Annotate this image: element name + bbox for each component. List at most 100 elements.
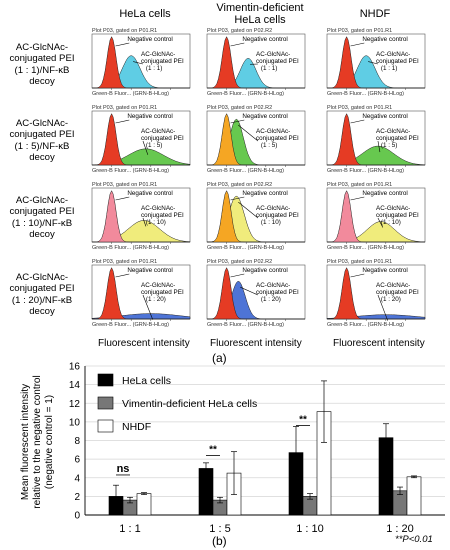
annotation-arrow (377, 294, 389, 321)
negative-control-histogram (92, 36, 190, 89)
ratio-label: (1 : 10) (261, 219, 281, 226)
annotation-arrow (350, 119, 365, 124)
annotation-arrow (377, 217, 384, 228)
annotation-arrow (350, 42, 365, 47)
conjugate-label-line1: AC-GlcNAc- (376, 128, 410, 135)
y-tick-label: 14 (69, 380, 81, 391)
row-label-line: (1 : 20)/NF-κB (11, 294, 73, 306)
annotation-arrow (133, 61, 144, 65)
histogram-panel: Plot P03, gated on P02.R2 Green-B Fluor..… (206, 28, 306, 97)
conjugate-label-line1: AC-GlcNAc- (141, 205, 175, 212)
column-title-vimentin-line1: Vimentin-deficient (216, 2, 304, 14)
y-axis-label-line: relative to the negative control (32, 375, 43, 508)
negative-control-histogram (207, 36, 305, 89)
y-tick-label: 8 (74, 436, 80, 447)
negative-control-histogram (207, 113, 305, 166)
y-axis-label-line: Mean fluorescent intensity (20, 384, 31, 500)
p-value-note: **P<0.01 (395, 534, 433, 545)
annotation-arrow (230, 273, 245, 278)
negative-control-label: Negative control (242, 36, 288, 43)
ratio-label: (1 : 1) (146, 65, 162, 72)
conjugate-label-line2: conjugated PEI (141, 212, 184, 219)
annotation-arrow (230, 119, 245, 124)
annotation-arrow (142, 217, 147, 227)
histogram-panel: Plot P03, gated on P02.R2 Green-B Fluor..… (206, 259, 306, 328)
row-label-line: conjugated PEI (9, 206, 75, 218)
conjugate-label-line1: AC-GlcNAc- (141, 128, 175, 135)
plot-axis-label: Green-B Fluor... (GRN-B-HLog) (207, 91, 284, 97)
histogram-panel: Plot P03, gated on P01.R1 Green-B Fluor..… (326, 28, 426, 97)
conjugate-label-line2: conjugated PEI (256, 58, 299, 65)
ratio-label: (1 : 20) (146, 296, 166, 303)
y-tick-label: 6 (74, 455, 80, 466)
conjugate-label-line1: AC-GlcNAc- (256, 51, 290, 58)
plot-axis-label: Green-B Fluor... (GRN-B-HLog) (92, 322, 169, 328)
annotation-arrow (142, 140, 149, 155)
conjugate-label-line1: AC-GlcNAc- (256, 128, 290, 135)
significance-label: ** (299, 415, 307, 426)
column-title-vimentin-line2: HeLa cells (234, 14, 286, 26)
row-label-line: AC-GlcNAc- (15, 118, 69, 129)
conjugate-label-line1: AC-GlcNAc- (376, 51, 410, 58)
significance-label: ** (209, 444, 217, 455)
annotation-arrow (230, 42, 245, 47)
plot-axis-label: Green-B Fluor... (GRN-B-HLog) (207, 245, 284, 251)
plot-axis-label: Green-B Fluor... (GRN-B-HLog) (207, 168, 284, 174)
column-title-nhdf: NHDF (359, 8, 391, 20)
legend-label: Vimentin-deficient HeLa cells (122, 398, 257, 410)
row-label-line: decoy (29, 152, 55, 164)
row-label-line: (1 : 5)/NF-κB (14, 140, 70, 152)
negative-control-histogram (92, 190, 190, 243)
significance-label: ns (117, 463, 130, 475)
category-label: 1 : 10 (296, 523, 324, 535)
plot-axis-label: Green-B Fluor... (GRN-B-HLog) (92, 168, 169, 174)
legend-swatch (97, 373, 114, 387)
ratio-label: (1 : 5) (146, 142, 162, 149)
histogram-panel: Plot P03, gated on P02.R2 Green-B Fluor..… (206, 182, 306, 251)
ratio-label: (1 : 10) (146, 219, 166, 226)
y-tick-label: 10 (69, 417, 81, 428)
bar (198, 468, 214, 516)
conjugate-label-line2: conjugated PEI (376, 58, 419, 65)
conjugate-label-line2: conjugated PEI (141, 289, 184, 296)
annotation-arrow (377, 140, 381, 153)
negative-control-histogram (327, 36, 425, 89)
conjugate-label-line2: conjugated PEI (376, 289, 419, 296)
row-label-1-10: AC-GlcNAc-conjugated PEI (1 : 10)/NF-κB de… (2, 195, 82, 241)
ratio-label: (1 : 5) (261, 142, 277, 149)
conjugate-label-line1: AC-GlcNAc- (141, 282, 175, 289)
negative-control-histogram (207, 267, 305, 320)
conjugate-label-line1: AC-GlcNAc- (376, 282, 410, 289)
negative-control-label: Negative control (362, 267, 408, 274)
annotation-arrow (368, 61, 379, 65)
row-label-line: AC-GlcNAc- (15, 42, 69, 53)
annotation-arrow (115, 273, 130, 278)
row-label-line: decoy (29, 306, 55, 318)
plot-axis-label: Green-B Fluor... (GRN-B-HLog) (92, 91, 169, 97)
row-label-1-1: AC-GlcNAc-conjugated PEI (1 : 1)/NF-κB dec… (2, 42, 82, 88)
negative-control-label: Negative control (127, 190, 173, 197)
histogram-panel: Plot P03, gated on P01.R1 Green-B Fluor..… (326, 259, 426, 328)
negative-control-label: Negative control (362, 36, 408, 43)
y-tick-label: 12 (69, 399, 81, 410)
plot-header: Plot P03, gated on P01.R1 (327, 259, 392, 265)
legend-label: HeLa cells (122, 375, 171, 387)
bar (136, 493, 152, 516)
conjugate-label-line1: AC-GlcNAc- (256, 205, 290, 212)
row-label-1-20: AC-GlcNAc-conjugated PEI (1 : 20)/NF-κB de… (2, 272, 82, 318)
negative-control-histogram (327, 267, 425, 320)
plot-header: Plot P03, gated on P01.R1 (92, 182, 157, 188)
histogram-panel: Plot P03, gated on P01.R1 Green-B Fluor..… (326, 105, 426, 174)
column-title-vimentin: Vimentin-deficient HeLa cells (200, 2, 320, 26)
panel-label-a: (a) (212, 351, 227, 365)
annotation-arrow (240, 286, 259, 296)
y-tick-label: 16 (69, 362, 81, 373)
category-label: 1 : 1 (119, 523, 140, 535)
plot-header: Plot P03, gated on P01.R1 (92, 28, 157, 34)
annotation-arrow (115, 119, 130, 124)
negative-control-label: Negative control (362, 190, 408, 197)
histogram-panel: Plot P03, gated on P01.R1 Green-B Fluor..… (91, 259, 191, 328)
annotation-arrow (230, 196, 245, 201)
category-label: 1 : 20 (386, 523, 414, 535)
annotation-arrow (238, 201, 259, 219)
